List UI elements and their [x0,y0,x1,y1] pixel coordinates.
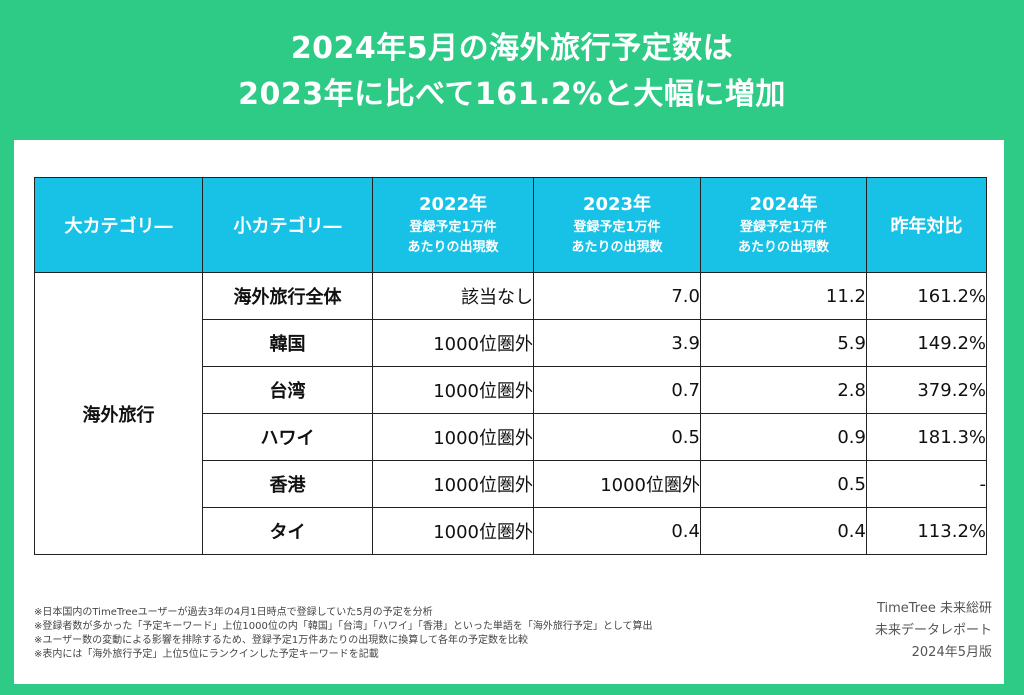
value-2023: 0.7 [533,366,701,414]
value-2023: 7.0 [533,272,701,320]
value-2023: 0.4 [533,507,701,555]
value-yoy: 149.2% [866,319,987,367]
value-2024: 0.9 [700,413,867,461]
value-2023: 3.9 [533,319,701,367]
footnote: ※表内には「海外旅行予定」上位5位にランクインした予定キーワードを記載 [34,649,379,660]
footnote: ※登録者数が多かった「予定キーワード」上位1000位の内「韓国」「台湾」「ハワイ… [34,621,653,632]
value-2022: 該当なし [372,272,534,320]
page-title: 2024年5月の海外旅行予定数は 2023年に比べて161.2%と大幅に増加 [0,26,1024,118]
minor-category-cell: ハワイ [202,413,373,461]
header-2022: 2022年 登録予定1万件 あたりの出現数 [372,177,534,273]
table-row: ハワイ 1000位圏外 0.5 0.9 181.3% [35,413,987,461]
header-2023: 2023年 登録予定1万件 あたりの出現数 [533,177,701,273]
minor-category-cell: 香港 [202,460,373,508]
value-2024: 0.4 [700,507,867,555]
header-major-category: 大カテゴリ― [34,177,203,273]
report-card: 大カテゴリ― 小カテゴリ― 2022年 登録予定1万件 あたりの出現数 2023… [14,140,1004,684]
value-2024: 0.5 [700,460,867,508]
footnote: ※日本国内のTimeTreeユーザーが過去3年の4月1日時点で登録していた5月の… [34,607,433,618]
title-line-2: 2023年に比べて161.2%と大幅に増加 [238,77,786,112]
credit: TimeTree 未来総研 未来データレポート 2024年5月版 [875,598,992,664]
table-row: 韓国 1000位圏外 3.9 5.9 149.2% [35,319,987,367]
header-2024: 2024年 登録予定1万件 あたりの出現数 [700,177,867,273]
major-category-cell: 海外旅行 [34,272,203,555]
minor-category-cell: タイ [202,507,373,555]
value-2022: 1000位圏外 [372,366,534,414]
value-2023: 0.5 [533,413,701,461]
footnote: ※ユーザー数の変動による影響を排除するため、登録予定1万件あたりの出現数に換算し… [34,635,528,646]
value-yoy: 379.2% [866,366,987,414]
minor-category-cell: 韓国 [202,319,373,367]
table-header-row: 大カテゴリ― 小カテゴリ― 2022年 登録予定1万件 あたりの出現数 2023… [34,177,987,273]
value-yoy: 161.2% [866,272,987,320]
value-2022: 1000位圏外 [372,413,534,461]
value-2022: 1000位圏外 [372,460,534,508]
value-2023: 1000位圏外 [533,460,701,508]
minor-category-cell: 海外旅行全体 [202,272,373,320]
table-row: 香港 1000位圏外 1000位圏外 0.5 - [35,460,987,508]
value-2024: 2.8 [700,366,867,414]
credit-line-2: 未来データレポート [874,623,992,638]
header-minor-category: 小カテゴリ― [202,177,373,273]
value-2022: 1000位圏外 [372,507,534,555]
minor-category-cell: 台湾 [202,366,373,414]
header-yoy: 昨年対比 [866,177,987,273]
value-2024: 11.2 [700,272,867,320]
credit-line-1: TimeTree 未来総研 [876,601,992,616]
footnotes: ※日本国内のTimeTreeユーザーが過去3年の4月1日時点で登録していた5月の… [34,606,653,662]
table-row: 海外旅行 海外旅行全体 該当なし 7.0 11.2 161.2% [34,272,987,555]
table-row: 台湾 1000位圏外 0.7 2.8 379.2% [35,366,987,414]
value-2024: 5.9 [700,319,867,367]
table-row: タイ 1000位圏外 0.4 0.4 113.2% [35,507,987,555]
value-yoy: 181.3% [866,413,987,461]
credit-line-3: 2024年5月版 [911,645,992,660]
value-yoy: 113.2% [866,507,987,555]
value-2022: 1000位圏外 [372,319,534,367]
data-table: 大カテゴリ― 小カテゴリ― 2022年 登録予定1万件 あたりの出現数 2023… [34,177,987,555]
value-yoy: - [866,460,987,508]
title-line-1: 2024年5月の海外旅行予定数は [290,31,734,66]
